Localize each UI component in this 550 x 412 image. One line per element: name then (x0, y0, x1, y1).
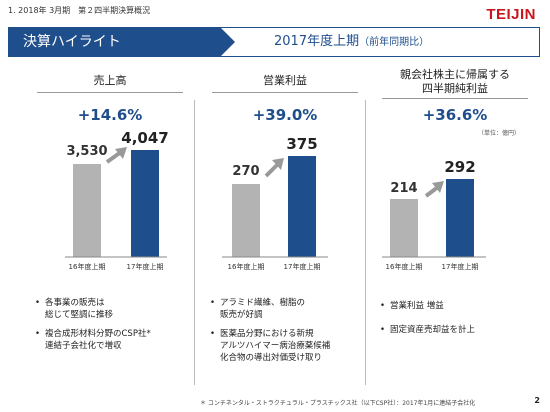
notes-list: 各事業の販売は 総じて堅調に推移 複合成形材料分野のCSP社* 連結子会社化で増… (35, 297, 185, 359)
note-line: 連結子会社化で増収 (45, 341, 122, 351)
change-percent: +14.6% (77, 106, 143, 124)
column-divider (194, 100, 195, 385)
panel-divider (212, 92, 358, 93)
period-label: 2017年度上期（前年同期比） (274, 28, 429, 56)
panel-title-line: 親会社株主に帰属する (400, 68, 510, 81)
bar-chart-operating-profit (222, 156, 328, 258)
panel-title: 営業利益 (210, 74, 360, 88)
bar-curr (288, 156, 316, 257)
panel-title: 親会社株主に帰属する 四半期純利益 (380, 68, 530, 96)
title-bar: 決算ハイライト 2017年度上期（前年同期比） (8, 27, 540, 57)
note-line: 固定資産売却益を計上 (390, 325, 476, 335)
x-label-prev: 16年度上期 (227, 263, 265, 271)
x-label-prev: 16年度上期 (385, 263, 423, 271)
bar-chart-net-income (382, 179, 486, 258)
panel-net-income: 親会社株主に帰属する 四半期純利益 +36.6% （単位：億円） 214 292… (380, 66, 530, 396)
page-title: 決算ハイライト (9, 28, 235, 56)
bar-prev (73, 164, 101, 257)
panel-title-line: 営業利益 (263, 74, 307, 87)
value-label-curr: 375 (286, 135, 318, 153)
note-item: 営業利益 増益 (380, 300, 530, 312)
bar-prev (390, 199, 418, 257)
change-percent: +39.0% (252, 106, 318, 124)
value-label-prev: 214 (390, 181, 418, 196)
bar-chart-sales (65, 147, 167, 258)
unit-label: （単位：億円） (478, 130, 521, 137)
note-line: 営業利益 増益 (390, 301, 444, 311)
note-line: 複合成形材料分野のCSP社* (45, 329, 151, 339)
bar-curr (131, 150, 159, 257)
panel-divider (37, 92, 183, 93)
panel-title-line: 四半期純利益 (422, 82, 488, 95)
note-line: 総じて堅調に推移 (45, 310, 114, 320)
value-label-prev: 3,530 (66, 144, 108, 159)
page-number: 2 (534, 396, 540, 405)
note-item: 医薬品分野における新規 アルツハイマー病治療薬候補 化合物の導出対価受け取り (210, 328, 360, 364)
bar-curr (446, 179, 474, 257)
x-label-curr: 17年度上期 (283, 263, 321, 271)
note-item: アラミド繊維、樹脂の 販売が好調 (210, 297, 360, 321)
change-percent: +36.6% (422, 106, 488, 124)
growth-arrow-icon (105, 147, 127, 164)
note-line: アラミド繊維、樹脂の (220, 298, 306, 308)
bar-prev (232, 184, 260, 257)
panel-title-line: 売上高 (93, 74, 127, 87)
panel-operating-profit: 営業利益 +39.0% 270 375 16年度上期 17年度上期 アラミド繊維… (210, 66, 360, 396)
notes-list: アラミド繊維、樹脂の 販売が好調 医薬品分野における新規 アルツハイマー病治療薬… (210, 297, 360, 371)
x-label-curr: 17年度上期 (126, 263, 164, 271)
note-item: 各事業の販売は 総じて堅調に推移 (35, 297, 185, 321)
note-item: 複合成形材料分野のCSP社* 連結子会社化で増収 (35, 328, 185, 352)
x-label-curr: 17年度上期 (441, 263, 479, 271)
note-line: 各事業の販売は (45, 298, 105, 308)
period-main: 2017年度上期 (274, 34, 360, 49)
value-label-curr: 4,047 (121, 129, 169, 147)
panel-title: 売上高 (35, 74, 185, 88)
x-label-prev: 16年度上期 (68, 263, 106, 271)
panel-divider (382, 98, 528, 99)
column-divider (365, 100, 366, 385)
value-label-curr: 292 (444, 158, 476, 176)
period-sub: （前年同期比） (359, 37, 430, 48)
note-line: 販売が好調 (220, 310, 263, 320)
note-line: アルツハイマー病治療薬候補 (220, 341, 331, 351)
growth-arrow-icon (264, 158, 284, 178)
header-breadcrumb: 1. 2018年 3月期 第２四半期決算概況 (8, 6, 151, 15)
notes-list: 営業利益 増益 固定資産売却益を計上 (380, 300, 530, 343)
footnote: ＊ コンチネンタル・ストラクチュラル・プラスチックス社（以下CSP社）：2017… (200, 400, 476, 407)
note-line: 化合物の導出対価受け取り (220, 353, 323, 363)
panel-sales: 売上高 +14.6% 3,530 4,047 16年度上期 17年度上期 各事業… (35, 66, 185, 396)
note-item: 固定資産売却益を計上 (380, 324, 530, 336)
note-line: 医薬品分野における新規 (220, 329, 314, 339)
growth-arrow-icon (424, 181, 444, 198)
company-logo: TEIJIN (486, 6, 536, 23)
value-label-prev: 270 (232, 164, 260, 179)
